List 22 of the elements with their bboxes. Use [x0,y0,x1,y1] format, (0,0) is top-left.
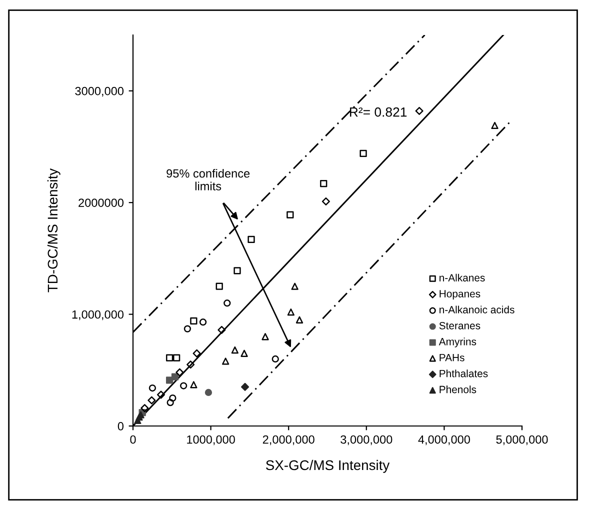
y-tick-label: 2000000 [78,198,124,207]
x-tick-label: 3,000,000 [340,435,392,446]
x-tick-label: 0 [130,435,136,444]
x-tick-label: 2,000,000 [262,435,314,446]
legend-label: n-Alkanes [440,274,485,282]
y-axis-title: TD-GC/MS Intensity [47,168,60,292]
x-tick-label: 4,000,000 [418,435,470,446]
legend-label: PAHs [440,354,464,362]
y-tick-label: 3000,000 [75,86,124,97]
x-axis-title: SX-GC/MS Intensity [266,460,390,473]
legend-label: Phthalates [440,370,488,378]
legend-label: Phenols [440,386,476,394]
legend-label: Steranes [439,322,480,330]
annotation: 95% confidence limits [166,168,250,190]
legend-label: Hopanes [440,290,480,300]
x-tick-label: 1000,000 [187,435,235,446]
y-tick-label: 0 [118,422,124,430]
annotation: R²= 0.821 [350,107,407,117]
y-tick-label: 1,000,000 [72,310,124,320]
x-tick-label: 5,000,000 [496,435,548,446]
legend-label: Amyrins [438,338,476,348]
legend-label: n-Alkanoic acids [440,306,514,314]
